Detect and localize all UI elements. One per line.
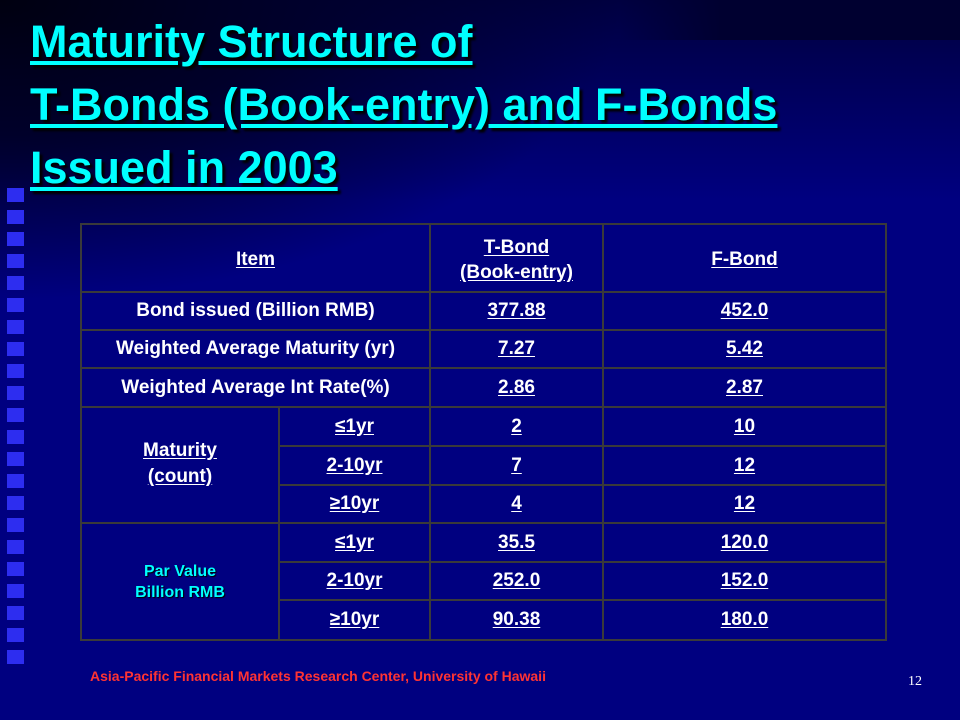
- deco-square: [7, 628, 24, 642]
- maturity-bucket: 2-10yr: [278, 445, 431, 486]
- table-row: 2-10yr 252.0 152.0: [81, 561, 887, 601]
- maturity-bucket: 2-10yr: [278, 561, 431, 601]
- table-row: Maturity (count) ≤1yr 2 10: [80, 406, 887, 524]
- table-header-row: Item T-Bond (Book-entry) F-Bond: [80, 223, 887, 293]
- deco-square: [7, 210, 24, 224]
- fbond-value: 180.0: [602, 599, 887, 641]
- fbond-value: 12: [602, 484, 887, 524]
- table-row: ≥10yr 90.38 180.0: [81, 599, 887, 641]
- fbond-value: 10: [602, 406, 887, 447]
- deco-square: [7, 430, 24, 444]
- slide-title: Maturity Structure of T-Bonds (Book-entr…: [30, 10, 940, 199]
- maturity-bucket: ≥10yr: [278, 484, 431, 524]
- page-number: 12: [908, 674, 922, 689]
- deco-square: [7, 298, 24, 312]
- deco-square: [7, 386, 24, 400]
- fbond-value: 2.87: [602, 367, 887, 408]
- tbond-value: 2: [429, 406, 604, 447]
- header-item: Item: [80, 223, 431, 293]
- table-row: 2-10yr 7 12: [81, 445, 887, 486]
- deco-square: [7, 474, 24, 488]
- deco-square: [7, 364, 24, 378]
- table-row: ≥10yr 4 12: [81, 484, 887, 524]
- tbond-value: 35.5: [429, 522, 604, 563]
- bond-maturity-table: Item T-Bond (Book-entry) F-Bond Bond iss…: [80, 223, 887, 641]
- deco-square: [7, 276, 24, 290]
- fbond-value: 12: [602, 445, 887, 486]
- tbond-value: 90.38: [429, 599, 604, 641]
- maturity-bucket: ≤1yr: [278, 522, 431, 563]
- deco-square: [7, 188, 24, 202]
- row-label: Bond issued (Billion RMB): [80, 291, 431, 331]
- deco-square: [7, 452, 24, 466]
- deco-square: [7, 650, 24, 664]
- deco-square: [7, 320, 24, 334]
- title-line-3: Issued in 2003: [30, 142, 338, 193]
- deco-square: [7, 540, 24, 554]
- row-label: Weighted Average Int Rate(%): [80, 367, 431, 408]
- maturity-bucket: ≥10yr: [278, 599, 431, 641]
- tbond-value: 2.86: [429, 367, 604, 408]
- tbond-value: 4: [429, 484, 604, 524]
- fbond-value: 452.0: [602, 291, 887, 331]
- tbond-value: 7: [429, 445, 604, 486]
- fbond-value: 120.0: [602, 522, 887, 563]
- background-band: [620, 0, 960, 40]
- table-row: Bond issued (Billion RMB) 377.88 452.0: [80, 291, 887, 331]
- deco-square: [7, 232, 24, 246]
- tbond-value: 252.0: [429, 561, 604, 601]
- deco-square: [7, 606, 24, 620]
- maturity-count-label: Maturity (count): [80, 406, 280, 524]
- deco-square: [7, 342, 24, 356]
- deco-square: [7, 518, 24, 532]
- tbond-value: 377.88: [429, 291, 604, 331]
- title-line-2: T-Bonds (Book-entry) and F-Bonds: [30, 79, 778, 130]
- header-fbond: F-Bond: [602, 223, 887, 293]
- header-tbond: T-Bond (Book-entry): [429, 223, 604, 293]
- deco-square: [7, 562, 24, 576]
- row-label: Weighted Average Maturity (yr): [80, 329, 431, 369]
- table-row: Weighted Average Maturity (yr) 7.27 5.42: [80, 329, 887, 369]
- table-row: Par Value Billion RMB ≤1yr 35.5 120.0: [80, 522, 887, 641]
- fbond-value: 152.0: [602, 561, 887, 601]
- maturity-bucket: ≤1yr: [278, 406, 431, 447]
- deco-square: [7, 496, 24, 510]
- deco-square: [7, 408, 24, 422]
- footer-credit: Asia-Pacific Financial Markets Research …: [90, 668, 546, 684]
- fbond-value: 5.42: [602, 329, 887, 369]
- tbond-value: 7.27: [429, 329, 604, 369]
- deco-square: [7, 254, 24, 268]
- deco-square: [7, 584, 24, 598]
- par-value-label: Par Value Billion RMB: [80, 522, 280, 641]
- table-row: Weighted Average Int Rate(%) 2.86 2.87: [80, 367, 887, 408]
- title-line-1: Maturity Structure of: [30, 16, 473, 67]
